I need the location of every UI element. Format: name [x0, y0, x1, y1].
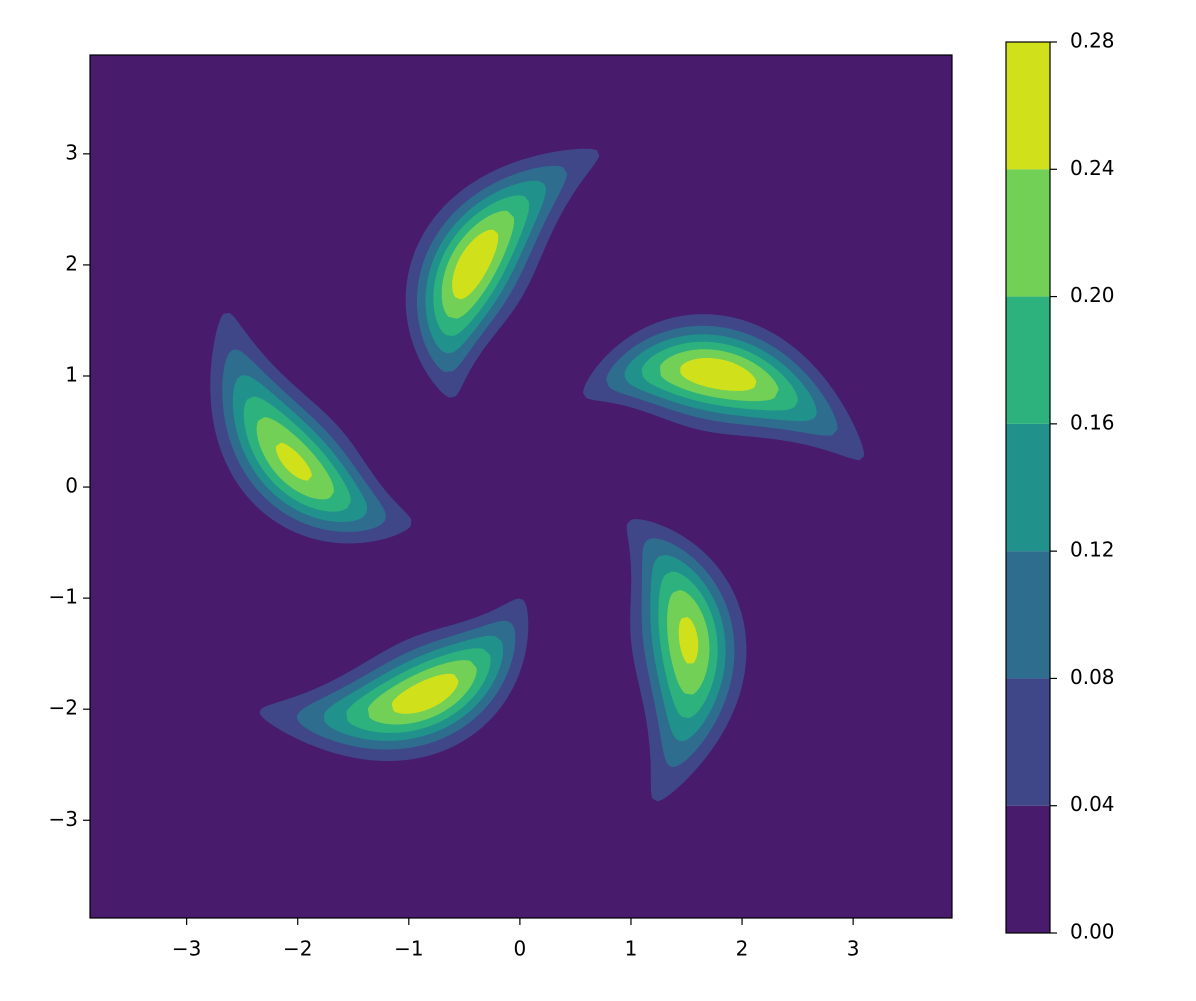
colorbar-band	[1006, 169, 1050, 297]
colorbar-band	[1006, 551, 1050, 679]
x-tick-label: −3	[172, 937, 201, 961]
contour-band	[678, 617, 699, 664]
x-tick-label: 2	[736, 937, 749, 961]
contour-band	[391, 673, 459, 714]
colorbar-tick-label: 0.20	[1070, 283, 1115, 307]
colorbar-band	[1006, 42, 1050, 170]
y-tick-label: −3	[49, 807, 78, 831]
y-tick-label: 2	[65, 251, 78, 275]
colorbar-tick-label: 0.04	[1070, 792, 1115, 816]
x-tick-label: −1	[394, 937, 423, 961]
colorbar-tick-label: 0.00	[1070, 920, 1115, 944]
contour-band	[452, 229, 499, 300]
colorbar-frame	[1005, 41, 1051, 934]
colorbar-tick-label: 0.28	[1070, 29, 1115, 53]
colorbar-band	[1006, 678, 1050, 806]
y-tick-label: 0	[65, 474, 78, 498]
x-tick-label: 0	[514, 937, 527, 961]
colorbar-tick-label: 0.08	[1070, 665, 1115, 689]
y-tick-label: 3	[65, 140, 78, 164]
contour-band	[275, 442, 312, 481]
colorbar-tick-label: 0.16	[1070, 410, 1115, 434]
y-tick-label: −2	[49, 696, 78, 720]
colorbar-band	[1006, 296, 1050, 424]
plot-area	[90, 55, 952, 918]
contour-band	[680, 358, 757, 391]
x-tick-label: 3	[847, 937, 860, 961]
colorbar-tick-label: 0.24	[1070, 156, 1115, 180]
colorbar-band	[1006, 805, 1050, 933]
colorbar-tick-label: 0.12	[1070, 538, 1115, 562]
colorbar-band	[1006, 423, 1050, 552]
y-tick-label: 1	[65, 362, 78, 386]
x-tick-label: 1	[625, 937, 638, 961]
y-tick-label: −1	[49, 585, 78, 609]
x-tick-label: −2	[283, 937, 312, 961]
